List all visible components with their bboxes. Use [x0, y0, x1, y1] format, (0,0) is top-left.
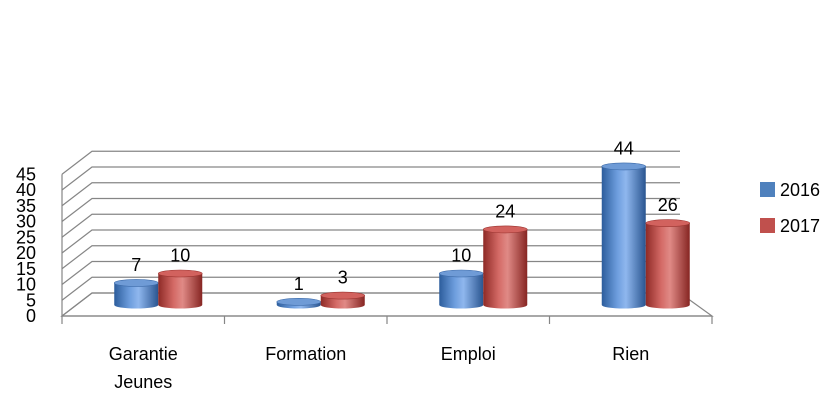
- x-category-label: Emploi: [441, 344, 496, 364]
- data-label: 26: [658, 195, 678, 215]
- data-label: 3: [338, 268, 348, 288]
- data-labels: 7 1 10 44 10 3 24 26: [131, 138, 678, 293]
- data-label: 1: [294, 274, 304, 294]
- y-tick-label: 10: [16, 275, 36, 295]
- y-tick-label: 45: [16, 164, 36, 184]
- data-label: 24: [495, 201, 515, 221]
- gridlines: [61, 150, 680, 317]
- data-label: 44: [614, 138, 634, 158]
- bar-2016-2: [438, 269, 484, 309]
- legend-swatch-2016: [760, 182, 775, 197]
- legend: 2016 2017: [760, 180, 820, 236]
- legend-swatch-2017: [760, 218, 775, 233]
- y-tick-label: 15: [16, 259, 36, 279]
- gridline: [61, 182, 680, 207]
- bar-2017-2: [482, 225, 528, 309]
- bar-2016-3: [601, 162, 647, 309]
- x-category-label: Formation: [265, 344, 346, 364]
- x-category-label: Rien: [612, 344, 649, 364]
- gridline: [61, 197, 680, 222]
- gridline: [61, 213, 680, 238]
- legend-label-2016: 2016: [780, 180, 820, 200]
- y-tick-label: 30: [16, 212, 36, 232]
- y-tick-label: 20: [16, 243, 36, 263]
- bar-2017-0: [157, 269, 203, 309]
- y-tick-label: 0: [26, 306, 36, 326]
- bar-2016-0: [113, 279, 159, 309]
- gridline: [61, 150, 680, 175]
- y-tick-label: 25: [16, 227, 36, 247]
- y-tick-label: 40: [16, 180, 36, 200]
- data-label: 10: [170, 246, 190, 266]
- bar-2017-1: [320, 291, 366, 309]
- bar-2017-3: [645, 219, 691, 309]
- data-label: 10: [451, 246, 471, 266]
- legend-label-2017: 2017: [780, 216, 820, 236]
- gridline: [61, 166, 680, 191]
- gridline: [61, 229, 680, 254]
- data-label: 7: [131, 255, 141, 275]
- bar-2016-1: [276, 298, 322, 309]
- bars: [113, 162, 691, 309]
- x-category-label: Garantie Jeunes: [109, 344, 178, 392]
- y-tick-label: 35: [16, 196, 36, 216]
- gridline: [61, 245, 680, 270]
- y-tick-label: 5: [26, 290, 36, 310]
